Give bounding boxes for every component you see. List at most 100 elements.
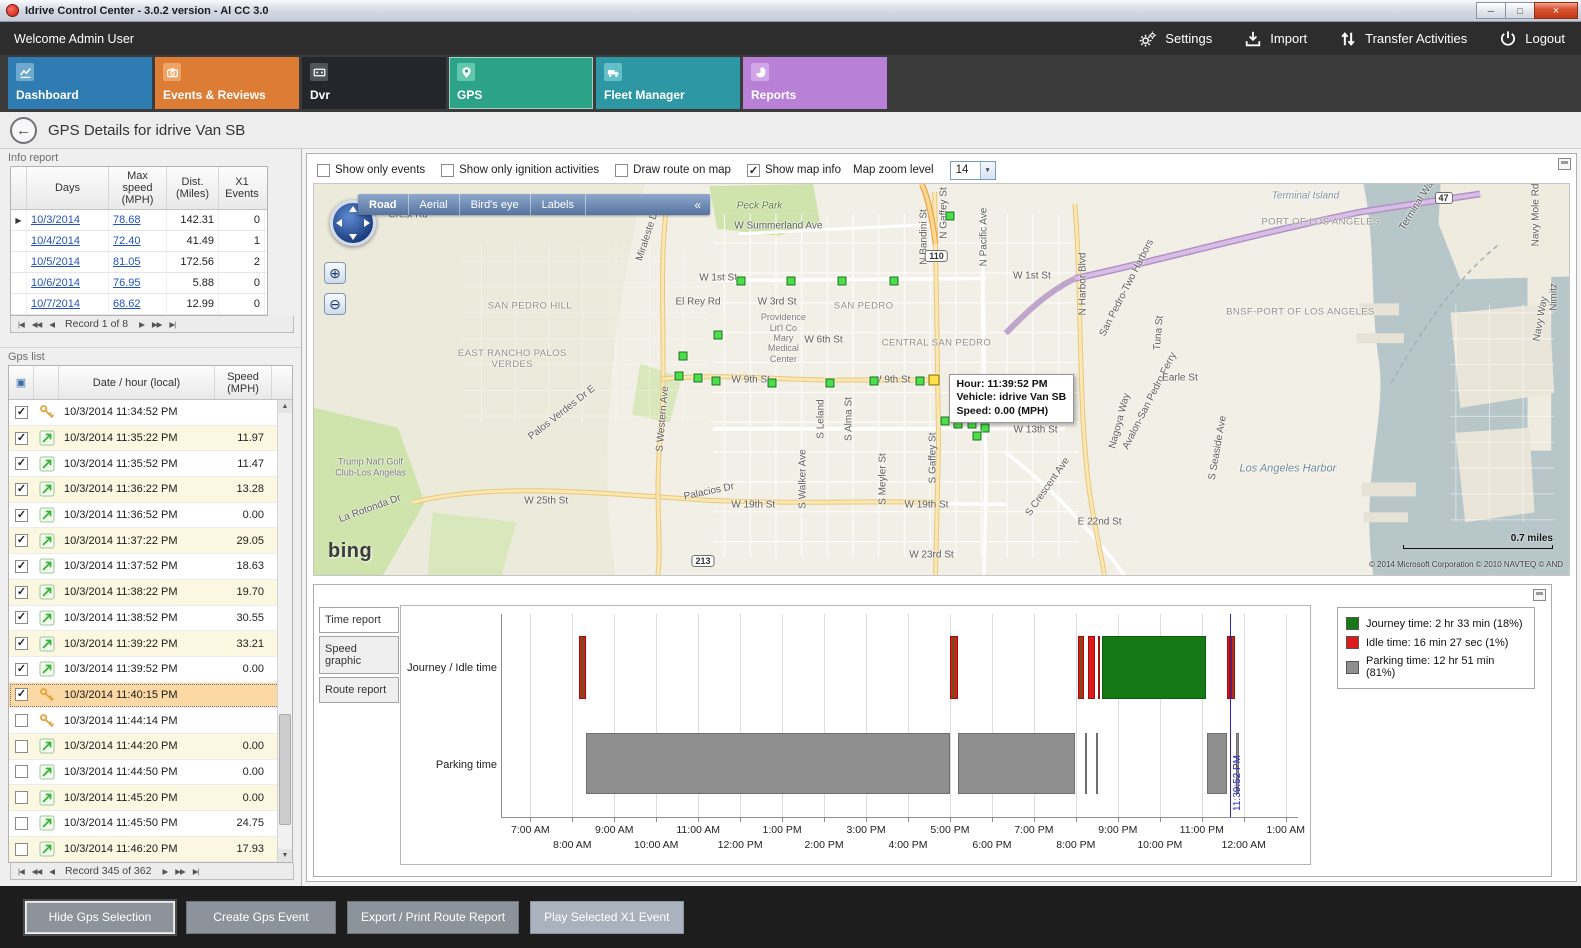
- scroll-down-icon[interactable]: ▼: [278, 849, 292, 863]
- gps-list-row[interactable]: ✓ 10/3/2014 11:36:52 PM 0.00: [9, 502, 292, 529]
- gps-list-row[interactable]: ✓ 10/3/2014 11:39:22 PM 33.21: [9, 631, 292, 657]
- row-checkbox[interactable]: [15, 816, 28, 830]
- row-checkbox[interactable]: ✓: [15, 508, 28, 522]
- gps-marker[interactable]: [767, 378, 777, 388]
- gps-marker[interactable]: [678, 351, 688, 361]
- row-checkbox[interactable]: ✓: [15, 688, 28, 702]
- gps-marker[interactable]: [837, 276, 847, 286]
- map-view-tab-bird-s-eye[interactable]: Bird's eye: [460, 194, 531, 215]
- nav-tab-gps[interactable]: GPS: [449, 57, 593, 109]
- row-checkbox[interactable]: [15, 791, 28, 805]
- gps-marker[interactable]: [889, 276, 899, 286]
- play-selected-x1-event-button[interactable]: Play Selected X1 Event: [530, 900, 684, 934]
- select-all-icon[interactable]: ▣: [9, 366, 34, 399]
- gps-marker[interactable]: [713, 330, 723, 340]
- row-checkbox[interactable]: ✓: [15, 611, 28, 625]
- gps-list-scrollbar[interactable]: ▲ ▼: [277, 400, 292, 863]
- info-col-header[interactable]: Dist. (Miles): [167, 167, 219, 209]
- nav-prev-page-button[interactable]: ◀◀: [31, 866, 43, 876]
- row-checkbox[interactable]: [15, 714, 28, 728]
- create-gps-event-button[interactable]: Create Gps Event: [186, 900, 336, 934]
- nav-tab-dvr[interactable]: Dvr: [302, 57, 446, 109]
- nav-next-button[interactable]: ▶: [139, 319, 145, 329]
- scroll-up-icon[interactable]: ▲: [278, 400, 292, 413]
- nav-tab-reports[interactable]: Reports: [743, 57, 887, 109]
- gps-marker[interactable]: [972, 431, 982, 441]
- map-option-draw-route-on-map[interactable]: Draw route on map: [615, 163, 731, 177]
- info-report-row[interactable]: 10/5/2014 81.05 172.56 2: [11, 252, 267, 273]
- row-checkbox[interactable]: ✓: [15, 405, 28, 419]
- map-zoom-level-select[interactable]: 14 ▼: [949, 160, 996, 180]
- gps-list-row[interactable]: ✓ 10/3/2014 11:35:52 PM 11.47: [9, 451, 292, 478]
- nav-first-button[interactable]: |◀: [18, 319, 25, 329]
- date-link[interactable]: 10/5/2014: [27, 252, 109, 272]
- gps-marker[interactable]: [693, 373, 703, 383]
- info-report-row[interactable]: 10/7/2014 68.62 12.99 0: [11, 294, 267, 315]
- gps-list-row[interactable]: 10/3/2014 11:46:20 PM 17.93: [9, 836, 292, 863]
- row-checkbox[interactable]: [15, 842, 28, 856]
- row-checkbox[interactable]: ✓: [15, 662, 28, 676]
- nav-last-button[interactable]: ▶|: [169, 319, 176, 329]
- gps-list-row[interactable]: ✓ 10/3/2014 11:37:22 PM 29.05: [9, 528, 292, 555]
- speed-col-header[interactable]: Speed (MPH): [215, 366, 272, 399]
- row-checkbox[interactable]: ✓: [15, 482, 28, 496]
- map-view-tab-labels[interactable]: Labels: [531, 194, 586, 215]
- row-checkbox[interactable]: ✓: [15, 534, 28, 548]
- gps-marker[interactable]: [915, 376, 925, 386]
- maximize-button[interactable]: □: [1505, 2, 1535, 19]
- map-option-show-only-ignition-activities[interactable]: Show only ignition activities: [441, 163, 599, 177]
- row-checkbox[interactable]: ✓: [15, 457, 28, 471]
- gps-marker[interactable]: [869, 376, 879, 386]
- date-link[interactable]: 10/6/2014: [27, 273, 109, 293]
- max-speed-link[interactable]: 68.62: [109, 294, 167, 314]
- nav-last-button[interactable]: ▶|: [192, 866, 200, 876]
- zoom-out-icon[interactable]: ⊖: [324, 293, 346, 315]
- nav-next-page-button[interactable]: ▶▶: [151, 319, 163, 329]
- nav-first-button[interactable]: |◀: [18, 866, 25, 876]
- minimize-button[interactable]: ─: [1476, 2, 1506, 19]
- gps-list-row[interactable]: ✓ 10/3/2014 11:40:15 PM: [9, 682, 292, 709]
- settings-button[interactable]: Settings: [1139, 30, 1212, 48]
- collapse-toolbar-icon[interactable]: «: [694, 197, 701, 212]
- info-report-row[interactable]: ▶ 10/3/2014 78.68 142.31 0: [11, 210, 267, 231]
- export-print-route-report-button[interactable]: Export / Print Route Report: [347, 900, 520, 934]
- gps-list-row[interactable]: ✓ 10/3/2014 11:39:52 PM 0.00: [9, 656, 292, 683]
- transfer-activities-button[interactable]: Transfer Activities: [1339, 30, 1467, 48]
- gps-marker[interactable]: [786, 276, 796, 286]
- gps-marker[interactable]: [711, 376, 721, 386]
- map-view-tab-road[interactable]: Road: [358, 194, 409, 215]
- info-report-row[interactable]: 10/6/2014 76.95 5.88 0: [11, 273, 267, 294]
- info-col-header[interactable]: Days: [27, 167, 109, 209]
- gps-list-row[interactable]: ✓ 10/3/2014 11:36:22 PM 13.28: [9, 477, 292, 503]
- map[interactable]: Peck Park Crest Rd W Summerland Ave N Gaffe…: [313, 183, 1570, 576]
- gps-list-row[interactable]: 10/3/2014 11:44:14 PM: [9, 708, 292, 734]
- tab-speed-graphic[interactable]: Speed graphic: [319, 636, 399, 674]
- pan-west-icon[interactable]: [336, 219, 342, 227]
- gps-list-row[interactable]: 10/3/2014 11:45:20 PM 0.00: [9, 785, 292, 811]
- collapse-panel-icon[interactable]: [1558, 158, 1571, 170]
- row-checkbox[interactable]: ✓: [15, 559, 28, 573]
- close-button[interactable]: ×: [1534, 2, 1578, 19]
- nav-tab-dashboard[interactable]: Dashboard: [8, 57, 152, 109]
- tab-time-report[interactable]: Time report: [319, 607, 399, 633]
- gps-list-row[interactable]: ✓ 10/3/2014 11:37:52 PM 18.63: [9, 554, 292, 580]
- pan-north-icon[interactable]: [349, 206, 357, 212]
- checkbox-icon[interactable]: ✓: [746, 163, 760, 177]
- import-button[interactable]: Import: [1244, 30, 1307, 48]
- max-speed-link[interactable]: 78.68: [109, 210, 167, 230]
- tab-route-report[interactable]: Route report: [319, 677, 399, 703]
- zoom-in-icon[interactable]: ⊕: [324, 262, 346, 284]
- info-report-row[interactable]: 10/4/2014 72.40 41.49 1: [11, 231, 267, 252]
- max-speed-link[interactable]: 72.40: [109, 231, 167, 251]
- nav-next-button[interactable]: ▶: [162, 866, 168, 876]
- row-checkbox[interactable]: [15, 765, 28, 779]
- checkbox-icon[interactable]: [441, 163, 455, 177]
- date-link[interactable]: 10/3/2014: [27, 210, 109, 230]
- max-speed-link[interactable]: 76.95: [109, 273, 167, 293]
- nav-prev-page-button[interactable]: ◀◀: [31, 319, 43, 329]
- gps-marker[interactable]: [980, 423, 990, 433]
- gps-marker[interactable]: [825, 378, 835, 388]
- gps-list-row[interactable]: 10/3/2014 11:45:50 PM 24.75: [9, 811, 292, 837]
- gps-marker[interactable]: [945, 211, 955, 221]
- row-checkbox[interactable]: [15, 739, 28, 753]
